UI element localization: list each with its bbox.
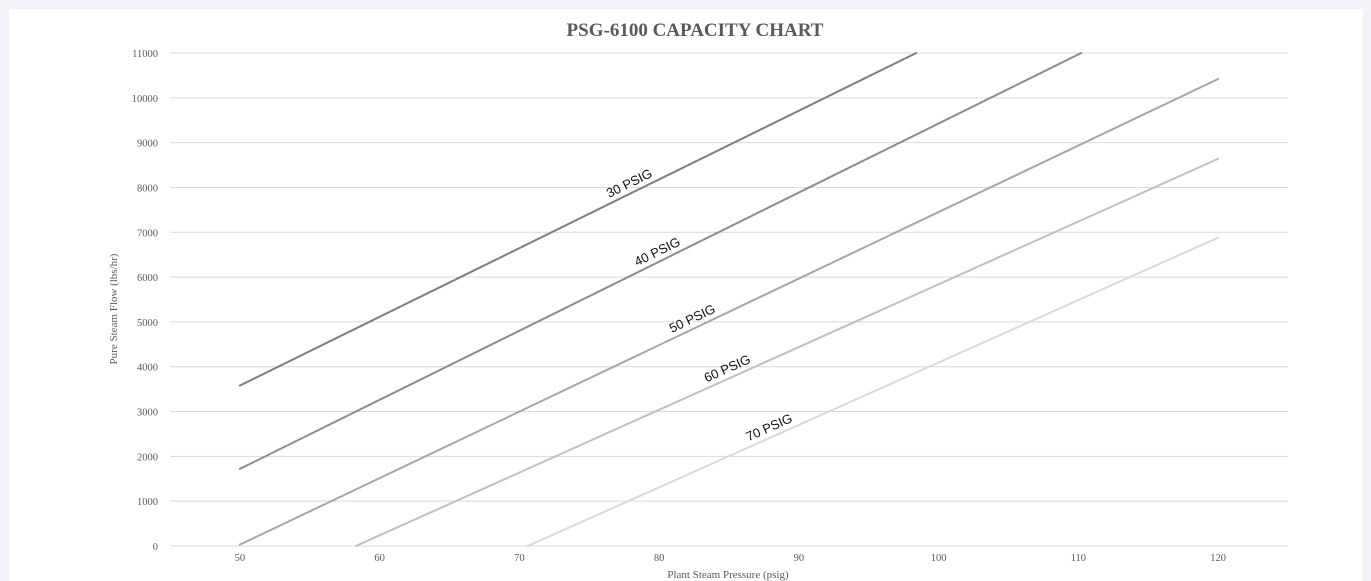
chart-title: PSG-6100 CAPACITY CHART [567, 20, 824, 41]
y-tick-label: 3000 [137, 408, 158, 419]
series-label-40-psig: 40 PSIG [632, 234, 683, 269]
y-tick-label: 4000 [137, 363, 158, 374]
x-tick-label: 100 [931, 553, 947, 564]
x-tick-label: 90 [794, 553, 805, 564]
series-line-60-psig [354, 157, 1220, 547]
y-tick-label: 7000 [137, 228, 158, 239]
grid [170, 52, 1288, 547]
capacity-chart: PSG-6100 CAPACITY CHART 0 1000 2000 3000 400… [108, 20, 1288, 581]
y-tick-label: 11000 [132, 49, 158, 60]
x-tick-label: 70 [514, 553, 525, 564]
y-tick-label: 9000 [137, 139, 158, 150]
y-tick-label: 10000 [132, 94, 158, 105]
series-label-50-psig: 50 PSIG [667, 301, 718, 336]
x-tick-label: 120 [1210, 553, 1226, 564]
series-line-50-psig [238, 77, 1220, 546]
y-tick-label: 2000 [137, 452, 158, 463]
x-tick-label: 50 [235, 553, 246, 564]
y-tick-label: 6000 [137, 273, 158, 284]
y-tick-label: 0 [153, 542, 158, 553]
x-axis-label: Plant Steam Pressure (psig) [667, 569, 789, 581]
series-line-30-psig [238, 52, 918, 387]
series-line-40-psig [238, 52, 1083, 470]
y-tick-labels: 0 1000 2000 3000 4000 5000 6000 7000 8000 9000 100… [132, 49, 158, 553]
series-line-70-psig [526, 236, 1220, 547]
y-axis-label: Pure Steam Flow (lbs/hr) [108, 253, 120, 364]
x-tick-label: 80 [654, 553, 665, 564]
series-label-30-psig: 30 PSIG [604, 166, 655, 201]
x-tick-labels: 50 60 70 80 90 100 110 120 [235, 553, 1226, 564]
y-tick-label: 8000 [137, 183, 158, 194]
chart-card: PSG-6100 CAPACITY CHART 0 1000 2000 3000 400… [9, 9, 1363, 581]
y-tick-label: 5000 [137, 318, 158, 329]
x-tick-label: 110 [1071, 553, 1086, 564]
x-tick-label: 60 [374, 553, 385, 564]
series-lines [238, 52, 1220, 547]
y-tick-label: 1000 [137, 497, 158, 508]
